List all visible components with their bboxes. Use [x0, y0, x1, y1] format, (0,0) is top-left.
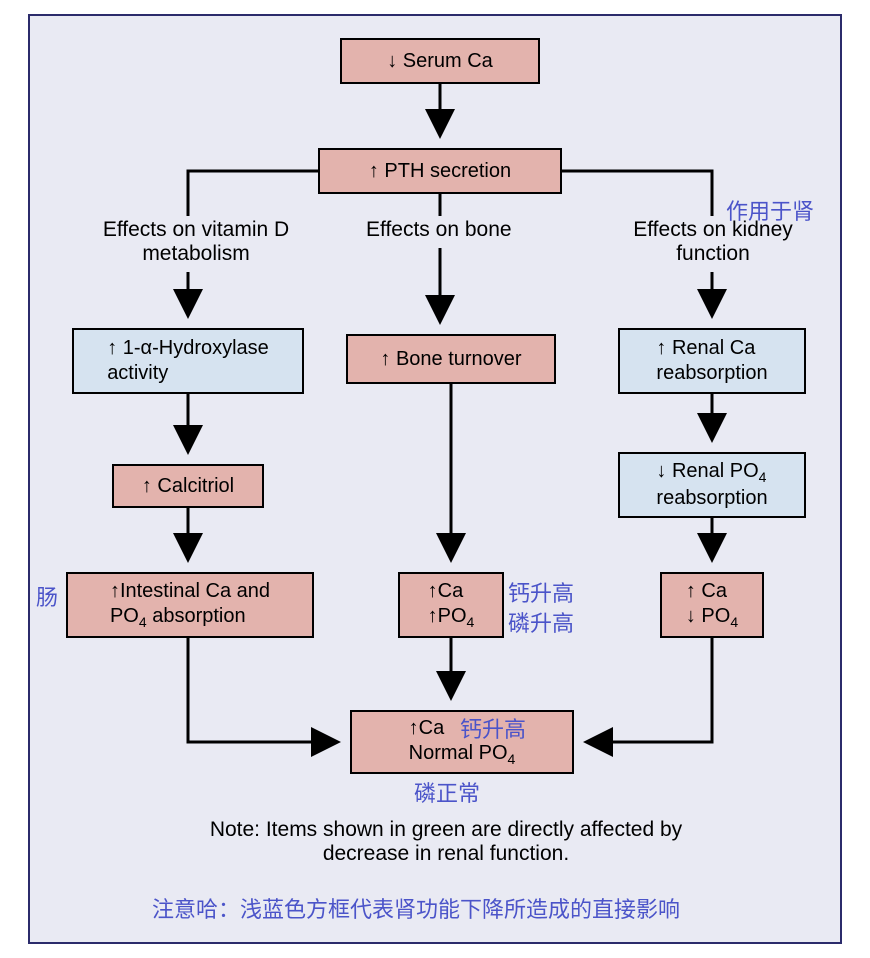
annot-p-up: 磷升高	[508, 606, 574, 638]
node-intestinal: ↑Intestinal Ca and PO4 absorption	[66, 572, 314, 638]
node-renal-ca: ↑ Renal Ca reabsorption	[618, 328, 806, 394]
node-serum-ca: ↓ Serum Ca	[340, 38, 540, 84]
node-label: ↑Intestinal Ca and PO4 absorption	[110, 579, 270, 632]
node-pth: ↑ PTH secretion	[318, 148, 562, 194]
node-calcitriol: ↑ Calcitriol	[112, 464, 264, 508]
node-label: ↑ Renal Ca reabsorption	[656, 336, 767, 386]
node-label: ↑ Calcitriol	[142, 474, 234, 499]
node-label: ↓ Serum Ca	[387, 49, 493, 74]
node-kidney-out: ↑ Ca↓ PO4	[660, 572, 764, 638]
note-zh: 注意哈：浅蓝色方框代表肾功能下降所造成的直接影响	[152, 892, 680, 924]
annot-kidney-zh: 作用于肾	[726, 194, 814, 226]
annot-ca-up2: 钙升高	[460, 712, 526, 744]
node-bone-out: ↑Ca↑PO4	[398, 572, 504, 638]
label-vitamin-d: Effects on vitamin Dmetabolism	[76, 218, 316, 266]
node-label: ↓ Renal PO4 reabsorption	[656, 459, 767, 512]
node-renal-po4: ↓ Renal PO4 reabsorption	[618, 452, 806, 518]
node-label: ↑ 1-α-Hydroxylase activity	[107, 336, 269, 386]
note-en: Note: Items shown in green are directly …	[176, 818, 716, 866]
annot-p-norm: 磷正常	[414, 776, 480, 808]
node-bone-turnover: ↑ Bone turnover	[346, 334, 556, 384]
flowchart-container: ↓ Serum Ca ↑ PTH secretion Effects on vi…	[28, 14, 842, 944]
node-hydroxylase: ↑ 1-α-Hydroxylase activity	[72, 328, 304, 394]
node-label: ↑Ca↑PO4	[428, 579, 475, 632]
node-label: ↑ Ca↓ PO4	[686, 579, 738, 632]
label-bone: Effects on bone	[366, 218, 546, 242]
annot-ca-up: 钙升高	[508, 576, 574, 608]
node-label: ↑ Bone turnover	[380, 347, 521, 372]
annot-gut-zh: 肠	[36, 580, 58, 612]
node-label: ↑ PTH secretion	[369, 159, 511, 184]
